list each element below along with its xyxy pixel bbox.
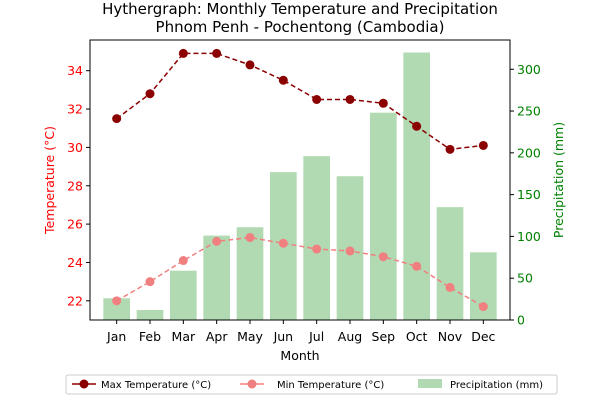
y-left-tick-label-32: 32 (67, 102, 83, 117)
max-temp-point-jan (112, 114, 122, 124)
x-tick-label-feb: Feb (139, 329, 161, 344)
y-left-tick-label-24: 24 (67, 255, 83, 270)
x-tick-label-dec: Dec (471, 329, 495, 344)
precipitation-bar-nov (436, 207, 464, 320)
min-temp-point-mar (178, 256, 188, 266)
y-left-tick-label-26: 26 (67, 217, 83, 232)
y-axis-right-label: Precipitation (mm) (551, 122, 566, 238)
y-right-tick-label-300: 300 (517, 62, 541, 77)
x-tick-label-jul: Jul (308, 329, 324, 344)
x-tick-label-apr: Apr (206, 329, 228, 344)
y-axis-left: 22 24 26 28 30 32 34 (67, 63, 90, 308)
max-temp-line (116, 52, 484, 151)
y-left-tick-label-28: 28 (67, 178, 83, 193)
y-right-tick-label-100: 100 (517, 229, 541, 244)
y-right-tick-label-150: 150 (517, 187, 541, 202)
y-left-tick-label-30: 30 (67, 140, 83, 155)
chart-title-line1: Hythergraph: Monthly Temperature and Pre… (102, 0, 498, 18)
y-left-tick-label-22: 22 (67, 293, 83, 308)
x-tick-label-nov: Nov (438, 329, 463, 344)
y-right-tick-label-250: 250 (517, 104, 541, 119)
x-tick-label-jun: Jun (273, 329, 294, 344)
y-left-tick-label-34: 34 (67, 63, 83, 78)
max-temp-point-dec (478, 140, 488, 150)
min-temp-line (116, 236, 484, 308)
min-temp-point-dec (478, 302, 488, 312)
min-temp-point-feb (145, 277, 155, 287)
max-temp-point-aug (345, 94, 355, 104)
precipitation-bar-jul (303, 156, 330, 320)
max-temp-point-oct (412, 121, 422, 131)
precipitation-bar-apr (203, 235, 230, 320)
legend-label-min-temp: Min Temperature (°C) (277, 380, 384, 391)
x-tick-label-oct: Oct (406, 329, 428, 344)
x-tick-label-mar: Mar (172, 329, 196, 344)
max-temp-point-apr (212, 48, 222, 58)
max-temp-point-feb (145, 89, 155, 99)
legend-swatch-precipitation (418, 379, 442, 388)
max-temp-point-may (245, 60, 255, 70)
max-temp-point-jun (278, 75, 288, 85)
max-temp-point-nov (445, 144, 455, 154)
min-temp-point-apr (212, 236, 222, 246)
x-tick-label-may: May (237, 329, 263, 344)
precipitation-bar-jan (103, 298, 130, 320)
x-tick-label-aug: Aug (338, 329, 362, 344)
y-right-tick-label-200: 200 (517, 145, 541, 160)
legend-item-precipitation: Precipitation (mm) (418, 379, 543, 391)
precipitation-bar-oct (403, 52, 430, 320)
x-tick-label-jan: Jan (106, 329, 126, 344)
temperature-lines (112, 48, 488, 312)
precipitation-bar-mar (170, 270, 197, 320)
max-temp-point-mar (178, 48, 188, 58)
legend-label-max-temp: Max Temperature (°C) (101, 380, 211, 391)
y-axis-left-label: Temperature (°C) (42, 126, 57, 235)
max-temp-point-sep (378, 98, 388, 108)
legend-item-min-temp: Min Temperature (°C) (240, 379, 384, 391)
precipitation-bar-feb (136, 309, 164, 320)
precipitation-bar-sep (370, 112, 397, 320)
legend-marker-max-temp (79, 379, 89, 389)
legend-item-max-temp: Max Temperature (°C) (72, 379, 211, 391)
min-temp-point-oct (412, 261, 422, 271)
legend-marker-min-temp (247, 379, 257, 389)
max-temp-point-jul (312, 94, 322, 104)
min-temp-point-may (245, 233, 255, 243)
x-axis: Jan Feb Mar Apr May Jun Jul Aug Sep Oct Nov Dec (106, 320, 496, 344)
x-axis-label: Month (280, 348, 319, 363)
chart-title-line2: Phnom Penh - Pochentong (Cambodia) (156, 18, 445, 36)
legend: Max Temperature (°C) Min Temperature (°C… (65, 374, 558, 395)
legend-label-precipitation: Precipitation (mm) (450, 380, 543, 391)
precipitation-bar-may (236, 227, 264, 320)
y-right-tick-label-0: 0 (517, 313, 525, 328)
min-temp-point-nov (445, 282, 455, 292)
plot-area-frame (89, 39, 511, 321)
y-right-tick-label-50: 50 (517, 271, 533, 286)
min-temp-point-aug (345, 246, 355, 256)
y-axis-right: 0 50 100 150 200 250 300 (510, 62, 541, 328)
min-temp-point-jun (278, 238, 288, 248)
min-temp-point-jul (312, 244, 322, 254)
min-temp-point-sep (378, 252, 388, 262)
x-tick-label-sep: Sep (372, 329, 396, 344)
min-temp-point-jan (112, 296, 122, 306)
legend-box (65, 374, 558, 395)
